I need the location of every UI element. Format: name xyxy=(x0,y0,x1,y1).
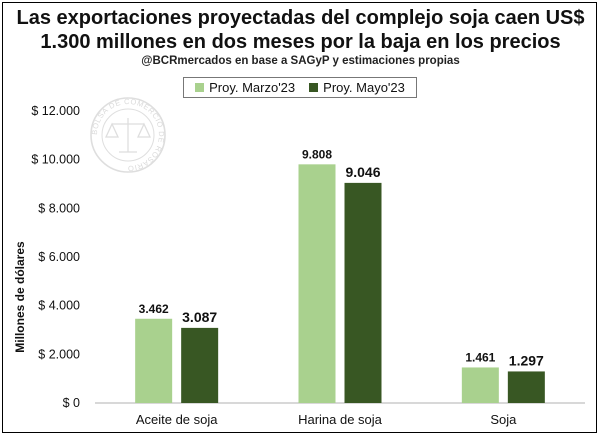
legend-label-marzo: Proy. Marzo'23 xyxy=(209,80,296,95)
bar-mayo xyxy=(181,327,219,403)
scales-of-justice-seal-icon xyxy=(104,118,152,153)
y-tick-label: $ 10.000 xyxy=(31,153,80,167)
data-label: 3.087 xyxy=(182,309,217,325)
y-tick-label: $ 12.000 xyxy=(31,104,80,118)
bcr-watermark-seal: BOLSA DE COMERCIO DE ROSARIO xyxy=(90,97,166,173)
bar-mayo xyxy=(507,371,545,403)
x-tick-label: Aceite de soja xyxy=(136,412,218,427)
y-axis-label: Millones de dólares xyxy=(13,241,27,353)
y-tick-label: $ 6.000 xyxy=(38,250,80,264)
bar-mayo xyxy=(344,182,382,403)
bar-marzo xyxy=(298,164,336,403)
legend-label-mayo: Proy. Mayo'23 xyxy=(323,80,405,95)
chart-title-line-1: Las exportaciones proyectadas del comple… xyxy=(16,7,585,29)
chart-title: Las exportaciones proyectadas del comple… xyxy=(0,6,601,54)
data-label: 1.297 xyxy=(509,352,544,368)
x-tick-label: Soja xyxy=(490,412,517,427)
chart-legend: Proy. Marzo'23 Proy. Mayo'23 xyxy=(183,77,417,98)
legend-swatch-mayo xyxy=(309,83,319,92)
chart-title-line-2: 1.300 millones en dos meses por la baja … xyxy=(40,31,561,53)
bar-marzo xyxy=(135,318,173,403)
legend-item-mayo: Proy. Mayo'23 xyxy=(309,80,405,95)
y-tick-label: $ 2.000 xyxy=(38,347,80,361)
y-tick-label: $ 0 xyxy=(63,396,80,410)
y-tick-label: $ 4.000 xyxy=(38,299,80,313)
data-label: 9.808 xyxy=(302,147,332,161)
chart-subtitle: @BCRmercados en base a SAGyP y estimacio… xyxy=(141,55,460,67)
y-tick-label: $ 8.000 xyxy=(38,201,80,215)
bar-marzo xyxy=(461,367,499,403)
legend-item-marzo: Proy. Marzo'23 xyxy=(195,80,295,95)
legend-swatch-marzo xyxy=(195,83,205,92)
data-label: 9.046 xyxy=(345,164,380,180)
data-label: 1.461 xyxy=(465,350,495,364)
x-tick-label: Harina de soja xyxy=(298,412,383,427)
data-label: 3.462 xyxy=(139,302,169,316)
